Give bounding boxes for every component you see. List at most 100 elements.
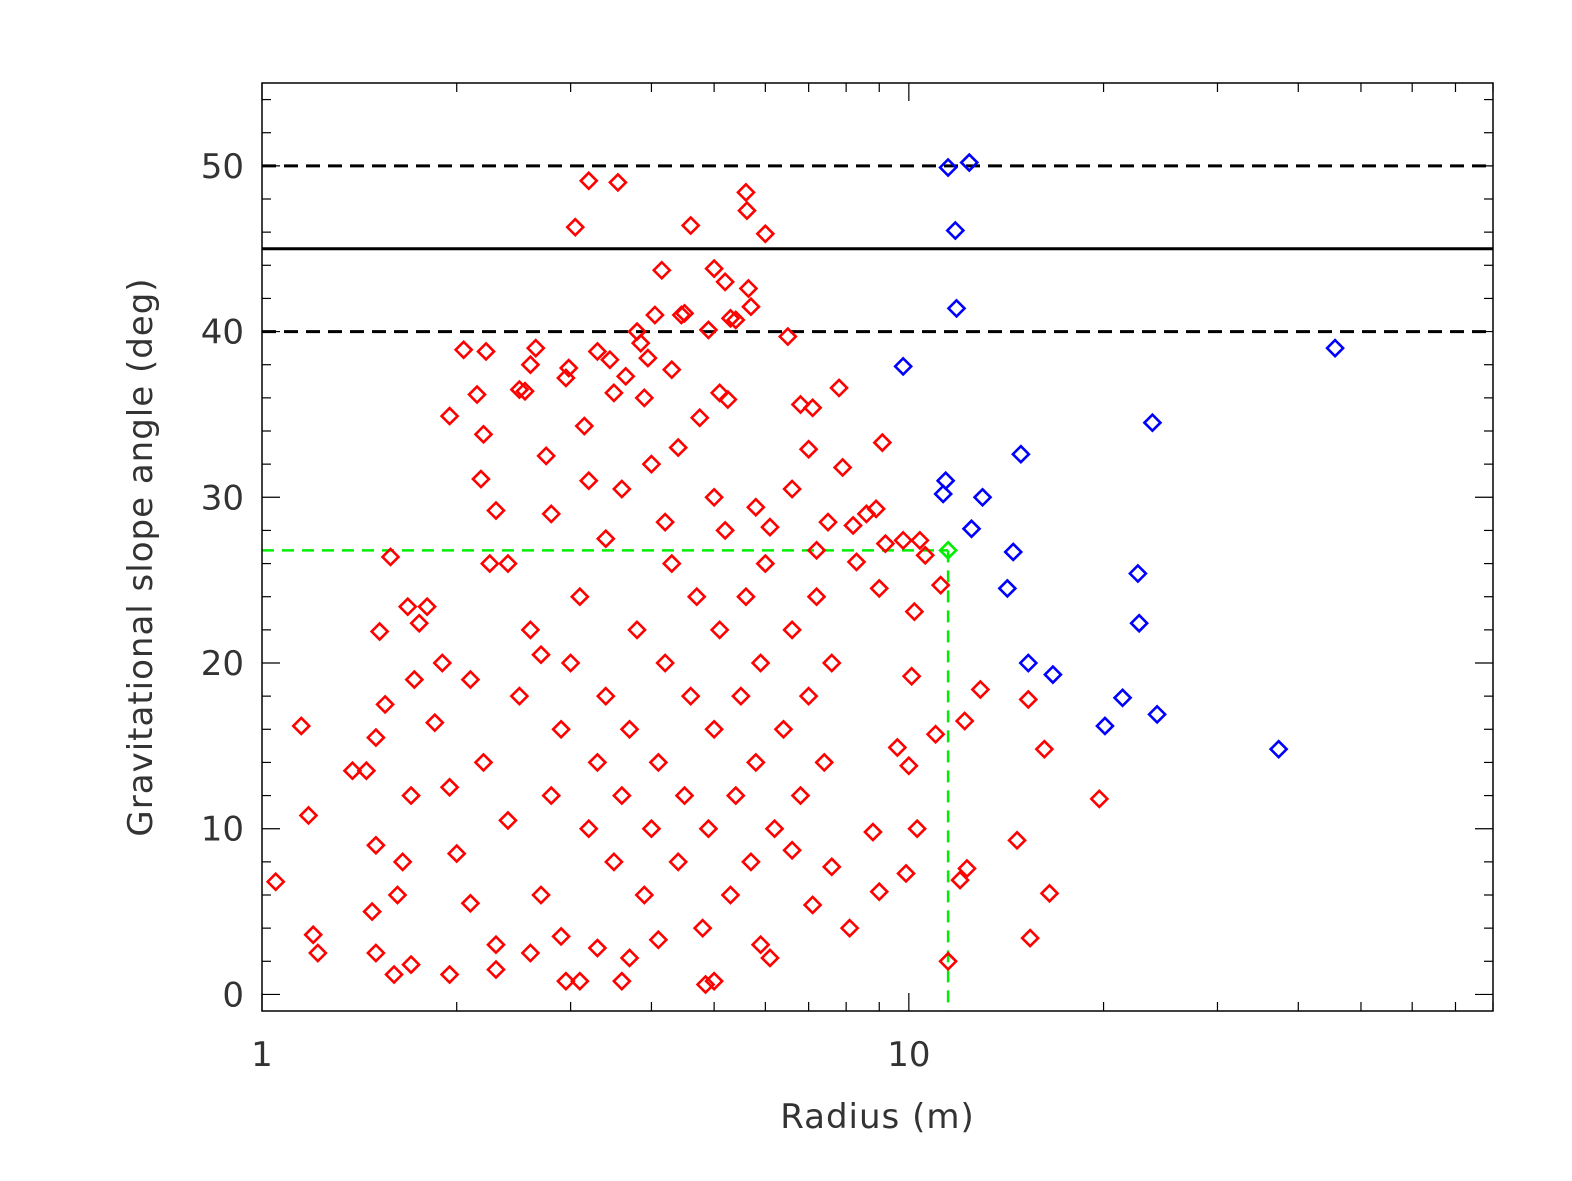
data-point [704,487,724,508]
data-point [520,943,541,963]
data-point [1095,716,1115,736]
data-point [439,777,460,798]
data-point [498,810,518,831]
data-point [680,215,701,236]
data-point [750,934,771,955]
data-point [401,954,421,975]
data-point [692,918,713,938]
data-point [515,381,535,402]
data-point [872,432,893,453]
data-point [661,553,682,574]
data-point [409,613,430,634]
data-point [473,424,494,445]
data-point [725,310,746,330]
data-point [1129,613,1149,634]
data-point [587,938,608,958]
data-point [737,200,757,221]
data-point [556,971,576,992]
data-point [655,512,675,532]
data-point [938,157,958,178]
data-point [950,870,970,890]
data-point [362,901,382,922]
data-point [887,737,908,758]
data-point [869,578,890,599]
data-point [720,308,741,329]
data-point [486,500,506,521]
data-point [366,943,386,963]
data-point [560,653,581,673]
data-point [509,379,530,400]
data-point [938,951,958,972]
data-point [933,484,954,504]
data-point [790,785,811,806]
data-point [417,596,437,617]
data-point [832,457,853,478]
data-point [380,547,401,567]
data-point [698,320,719,340]
data-point [674,303,695,324]
data-point [896,863,916,884]
data-point [432,653,453,673]
data-point [935,470,956,491]
data-point [1112,687,1133,708]
data-point [925,724,946,745]
data-point [1018,653,1039,673]
data-point [773,719,794,740]
data-point [384,964,404,985]
data-point [970,679,991,700]
x-axis-title: Radius (m) [780,1097,974,1137]
data-point [997,578,1018,599]
y-tick-label: 30 [201,478,244,518]
x-tick-label: 10 [887,1035,930,1075]
data-point [899,755,919,776]
data-point [1018,689,1039,710]
data-point [565,217,586,238]
data-point [709,620,730,640]
data-point [661,359,682,380]
data-point [1043,664,1063,685]
data-point [595,686,616,706]
data-point [821,653,842,673]
data-point [612,785,632,806]
plot-frame [261,82,1494,1012]
data-point [619,948,640,968]
data-point [863,822,883,842]
data-point [674,785,695,806]
data-point [750,653,771,673]
data-point [875,533,896,554]
data-point [569,586,590,607]
data-point [843,515,863,536]
data-point [476,341,496,362]
data-point [397,596,418,617]
data-point [578,470,599,491]
data-point [651,260,672,281]
x-tick-label: 1 [251,1035,273,1075]
data-point [782,620,802,640]
data-point [439,964,460,985]
y-tick-label: 50 [201,147,244,187]
data-point [1128,563,1148,584]
y-axis-title: Gravitational slope angle (deg) [121,277,161,836]
data-point [1142,412,1163,433]
data-point [957,858,977,879]
data-point [1147,704,1167,725]
data-point [704,719,724,740]
data-point [907,818,927,839]
data-point [486,934,506,955]
data-point [641,454,662,474]
data-point [460,893,481,914]
data-point [818,512,838,532]
data-point [760,948,780,968]
data-point [715,272,735,292]
data-point [782,479,802,499]
data-point [387,885,408,905]
data-point [604,852,624,872]
data-point [806,586,827,607]
data-point [375,694,395,715]
data-points [265,152,1345,995]
data-point [893,356,914,377]
data-point [574,416,595,436]
data-point [695,974,716,995]
data-point [782,840,802,861]
